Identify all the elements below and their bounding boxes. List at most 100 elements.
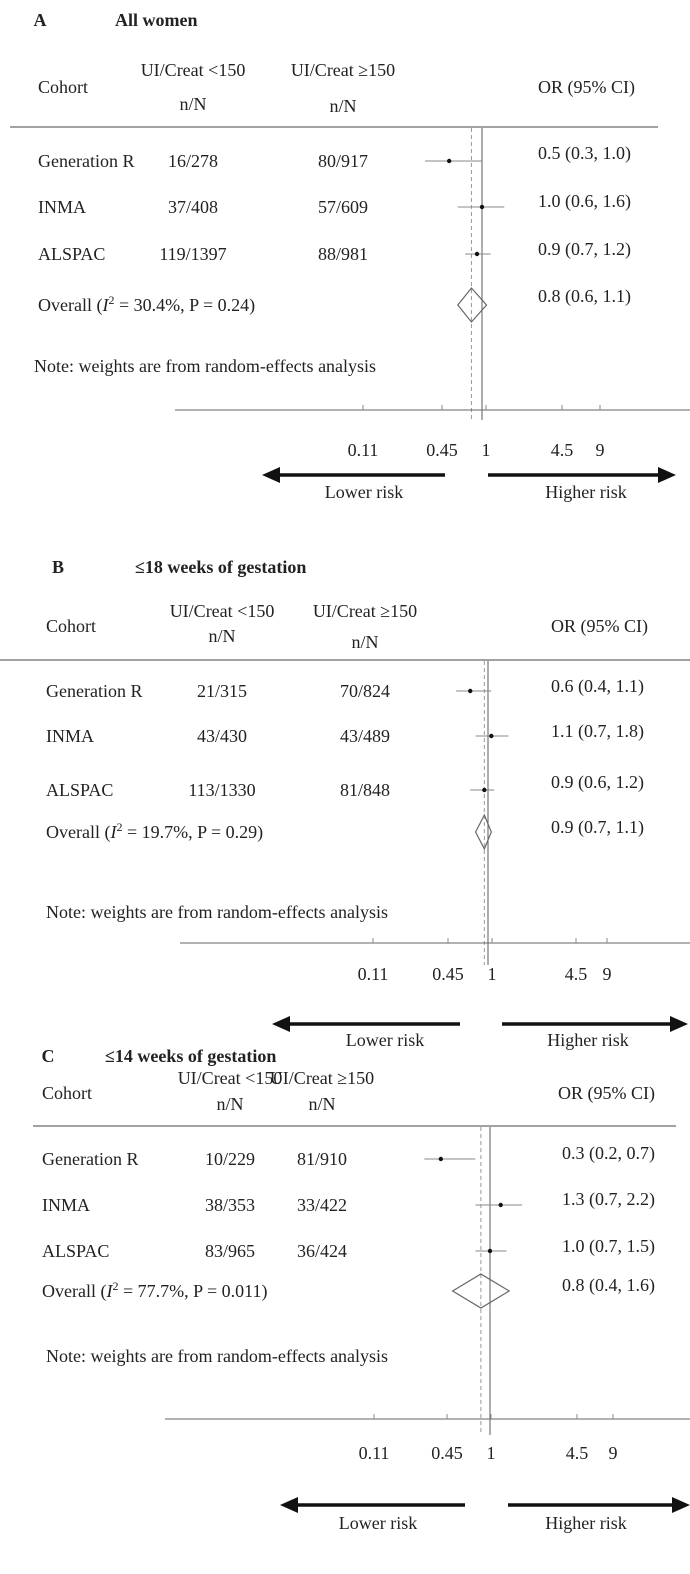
x-tick-label: 9	[609, 1443, 618, 1463]
x-tick-label: 9	[596, 440, 605, 460]
row-low-count: 83/965	[205, 1241, 255, 1261]
x-tick-label: 4.5	[566, 1443, 589, 1463]
column-header-high-nN: n/N	[330, 96, 357, 116]
row-low-count: 21/315	[197, 681, 247, 701]
weights-note: Note: weights are from random-effects an…	[46, 1346, 388, 1366]
panel-title: All women	[115, 10, 198, 30]
lower-risk-arrowhead	[262, 467, 280, 483]
forest-plot-svg: B ≤18 weeks of gestation Cohort UI/Creat <1…	[0, 557, 690, 1050]
point-estimate	[468, 688, 473, 694]
column-header-or: OR (95% CI)	[558, 1083, 655, 1104]
column-header-cohort: Cohort	[46, 616, 96, 636]
row-or-ci: 1.0 (0.6, 1.6)	[538, 191, 631, 212]
x-tick-label: 0.11	[348, 440, 379, 460]
column-header-cohort: Cohort	[42, 1083, 92, 1103]
row-high-count: 57/609	[318, 197, 368, 217]
higher-risk-label: Higher risk	[547, 1030, 628, 1050]
forest-plot-svg: A All women Cohort UI/Creat <150 n/N UI/Creat…	[10, 10, 690, 502]
lower-risk-label: Lower risk	[339, 1513, 417, 1533]
column-header-high-nN: n/N	[309, 1094, 336, 1114]
row-low-count: 113/1330	[188, 780, 255, 800]
panel-title: ≤18 weeks of gestation	[135, 557, 306, 577]
column-header-or: OR (95% CI)	[538, 77, 635, 98]
row-high-count: 81/910	[297, 1149, 347, 1169]
row-cohort: ALSPAC	[46, 780, 113, 800]
row-low-count: 16/278	[168, 151, 218, 171]
lower-risk-label: Lower risk	[346, 1030, 424, 1050]
overall-label: Overall (I2 = 19.7%, P = 0.29)	[46, 820, 263, 843]
overall-or-ci: 0.8 (0.4, 1.6)	[562, 1275, 655, 1296]
row-or-ci: 0.9 (0.6, 1.2)	[551, 772, 644, 793]
column-header-low-nN: n/N	[217, 1094, 244, 1114]
row-cohort: INMA	[42, 1195, 90, 1215]
panel-letter: C	[42, 1046, 55, 1066]
x-tick-label: 1	[482, 440, 491, 460]
lower-risk-label: Lower risk	[325, 482, 403, 502]
higher-risk-label: Higher risk	[545, 482, 626, 502]
column-header-or: OR (95% CI)	[551, 616, 648, 637]
x-tick-label: 9	[603, 964, 612, 984]
panel-title: ≤14 weeks of gestation	[105, 1046, 276, 1066]
higher-risk-arrowhead	[670, 1016, 688, 1032]
column-header-low: UI/Creat <150	[170, 601, 275, 621]
column-header-cohort: Cohort	[38, 77, 88, 97]
x-tick-label: 0.11	[358, 964, 389, 984]
forest-panel-b: B ≤18 weeks of gestation Cohort UI/Creat <1…	[0, 520, 690, 1050]
row-high-count: 33/422	[297, 1195, 347, 1215]
higher-risk-label: Higher risk	[545, 1513, 626, 1533]
row-cohort: INMA	[46, 726, 94, 746]
x-tick-label: 0.45	[432, 964, 464, 984]
overall-diamond	[451, 1273, 511, 1309]
x-tick-label: 0.45	[426, 440, 458, 460]
point-estimate	[446, 158, 452, 164]
x-tick-label: 4.5	[565, 964, 588, 984]
point-estimate	[438, 1156, 444, 1162]
point-estimate	[487, 1248, 493, 1254]
lower-risk-arrowhead	[272, 1016, 290, 1032]
row-high-count: 88/981	[318, 244, 368, 264]
row-high-count: 70/824	[340, 681, 390, 701]
row-low-count: 10/229	[205, 1149, 255, 1169]
row-cohort: ALSPAC	[38, 244, 105, 264]
overall-label: Overall (I2 = 30.4%, P = 0.24)	[38, 293, 255, 316]
row-low-count: 38/353	[205, 1195, 255, 1215]
column-header-high: UI/Creat ≥150	[291, 60, 395, 80]
point-estimate	[479, 204, 485, 210]
overall-label: Overall (I2 = 77.7%, P = 0.011)	[42, 1279, 267, 1302]
row-low-count: 43/430	[197, 726, 247, 746]
overall-diamond	[457, 287, 488, 323]
row-high-count: 81/848	[340, 780, 390, 800]
row-or-ci: 1.3 (0.7, 2.2)	[562, 1189, 655, 1210]
point-estimate	[489, 733, 494, 739]
weights-note: Note: weights are from random-effects an…	[46, 902, 388, 922]
row-or-ci: 0.6 (0.4, 1.1)	[551, 676, 644, 697]
forest-panel-a: A All women Cohort UI/Creat <150 n/N UI/Creat…	[0, 0, 690, 520]
forest-panel-c: C ≤14 weeks of gestation Cohort UI/Creat <1…	[0, 1045, 690, 1574]
x-tick-label: 1	[487, 1443, 496, 1463]
row-or-ci: 0.5 (0.3, 1.0)	[538, 143, 631, 164]
row-or-ci: 1.0 (0.7, 1.5)	[562, 1236, 655, 1257]
column-header-low: UI/Creat <150	[141, 60, 246, 80]
point-estimate	[482, 787, 487, 793]
higher-risk-arrowhead	[658, 467, 676, 483]
row-low-count: 37/408	[168, 197, 218, 217]
row-or-ci: 0.3 (0.2, 0.7)	[562, 1143, 655, 1164]
column-header-low-nN: n/N	[180, 94, 207, 114]
overall-or-ci: 0.8 (0.6, 1.1)	[538, 286, 631, 307]
point-estimate	[498, 1202, 503, 1208]
panel-letter: B	[52, 557, 64, 577]
column-header-high: UI/Creat ≥150	[270, 1068, 374, 1088]
row-high-count: 80/917	[318, 151, 368, 171]
row-high-count: 36/424	[297, 1241, 347, 1261]
panel-letter: A	[34, 10, 47, 30]
column-header-low: UI/Creat <150	[178, 1068, 283, 1088]
forest-plot-svg: C ≤14 weeks of gestation Cohort UI/Creat <1…	[33, 1046, 690, 1533]
overall-or-ci: 0.9 (0.7, 1.1)	[551, 817, 644, 838]
row-cohort: Generation R	[46, 681, 142, 701]
lower-risk-arrowhead	[280, 1497, 298, 1513]
point-estimate	[474, 251, 480, 257]
weights-note: Note: weights are from random-effects an…	[34, 356, 376, 376]
x-tick-label: 4.5	[551, 440, 574, 460]
row-cohort: Generation R	[42, 1149, 138, 1169]
row-cohort: Generation R	[38, 151, 134, 171]
